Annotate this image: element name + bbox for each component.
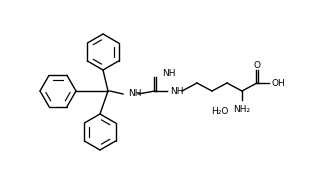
Text: NH: NH <box>162 70 176 78</box>
Text: OH: OH <box>271 78 285 87</box>
Text: NH: NH <box>128 90 142 99</box>
Text: H₂O: H₂O <box>211 106 228 115</box>
Text: NH₂: NH₂ <box>233 105 250 114</box>
Text: NH: NH <box>170 86 183 96</box>
Text: O: O <box>253 61 260 71</box>
